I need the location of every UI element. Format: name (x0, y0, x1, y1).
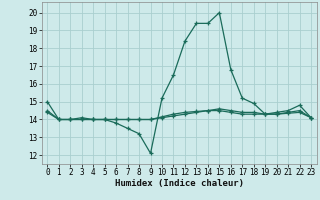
X-axis label: Humidex (Indice chaleur): Humidex (Indice chaleur) (115, 179, 244, 188)
